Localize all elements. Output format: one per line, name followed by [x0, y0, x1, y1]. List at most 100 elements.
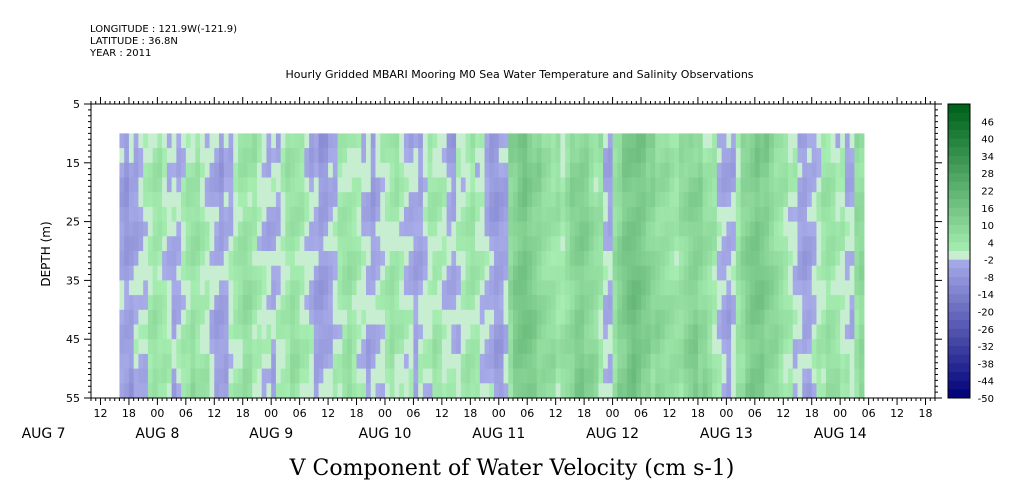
heatmap-cell: [674, 221, 680, 237]
heatmap-cell: [252, 353, 258, 370]
heatmap-cell: [750, 148, 756, 164]
heatmap-cell: [636, 280, 642, 296]
heatmap-cell: [337, 133, 343, 149]
heatmap-cell: [209, 236, 215, 252]
heatmap-cell: [522, 265, 528, 281]
heatmap-cell: [503, 221, 509, 237]
heatmap-cell: [356, 192, 362, 208]
heatmap-cell: [750, 236, 756, 252]
heatmap-cell: [844, 295, 851, 311]
heatmap-cell: [560, 383, 566, 399]
heatmap-cell: [328, 251, 334, 267]
heatmap-cell: [233, 309, 239, 326]
heatmap-cell: [441, 265, 448, 281]
heatmap-cell: [745, 221, 751, 237]
heatmap-cell: [328, 236, 334, 252]
heatmap-cell: [759, 133, 765, 149]
heatmap-cell: [574, 353, 580, 370]
heatmap-cell: [408, 148, 415, 164]
heatmap-cell: [209, 383, 215, 399]
heatmap-cell: [465, 324, 471, 340]
heatmap-cell: [247, 309, 253, 326]
heatmap-cell: [811, 251, 818, 267]
heatmap-cell: [266, 133, 272, 149]
heatmap-cell: [413, 309, 419, 326]
heatmap-cell: [603, 280, 609, 296]
heatmap-cell: [598, 192, 604, 208]
heatmap-cell: [171, 221, 177, 237]
heatmap-cell: [389, 206, 396, 223]
heatmap-cell: [555, 251, 562, 267]
heatmap-cell: [418, 324, 424, 340]
x-day-label: AUG 10: [359, 426, 412, 442]
heatmap-cell: [769, 324, 775, 340]
heatmap-cell: [318, 309, 324, 326]
heatmap-cell: [403, 236, 410, 252]
heatmap-cell: [119, 251, 125, 267]
heatmap-cell: [650, 280, 656, 296]
heatmap-cell: [403, 206, 410, 223]
heatmap-cell: [816, 251, 822, 267]
heatmap-cell: [655, 251, 661, 267]
heatmap-cell: [223, 251, 230, 267]
heatmap-cell: [494, 353, 500, 370]
heatmap-cell: [626, 324, 633, 340]
heatmap-cell: [356, 162, 362, 179]
heatmap-cell: [313, 148, 320, 164]
heatmap-cell: [859, 368, 865, 384]
heatmap-cell: [664, 295, 671, 311]
heatmap-cell: [588, 251, 595, 267]
heatmap-cell: [252, 265, 258, 281]
heatmap-cell: [821, 280, 827, 296]
heatmap-cell: [242, 206, 249, 223]
heatmap-cell: [347, 221, 353, 237]
heatmap-cell: [598, 339, 604, 355]
heatmap-cell: [209, 353, 215, 370]
heatmap-cell: [427, 339, 433, 355]
heatmap-cell: [513, 251, 519, 267]
heatmap-cell: [143, 133, 149, 149]
heatmap-cell: [176, 383, 182, 399]
heatmap-cell: [764, 353, 770, 370]
heatmap-cell: [441, 368, 448, 384]
heatmap-cell: [816, 265, 822, 281]
heatmap-cell: [806, 309, 813, 326]
heatmap-cell: [124, 162, 130, 179]
heatmap-cell: [304, 206, 310, 223]
heatmap-cell: [237, 221, 244, 237]
heatmap-cell: [181, 339, 187, 355]
x-hour-tick-label: 06: [293, 407, 307, 420]
heatmap-cell: [299, 368, 305, 384]
heatmap-cell: [332, 236, 339, 252]
colorbar-segment: [948, 233, 970, 243]
heatmap-cell: [237, 192, 244, 208]
heatmap-cell: [584, 162, 590, 179]
heatmap-cell: [128, 353, 135, 370]
heatmap-cell: [612, 280, 618, 296]
heatmap-cell: [811, 133, 818, 149]
heatmap-cell: [152, 280, 158, 296]
heatmap-cell: [313, 133, 320, 149]
heatmap-cell: [427, 192, 433, 208]
heatmap-cell: [788, 280, 794, 296]
heatmap-cell: [721, 383, 727, 399]
heatmap-cell: [285, 192, 291, 208]
heatmap-cell: [721, 148, 727, 164]
heatmap-cell: [290, 324, 296, 340]
heatmap-cell: [403, 251, 410, 267]
heatmap-cell: [617, 339, 623, 355]
heatmap-cell: [726, 295, 732, 311]
heatmap-cell: [641, 192, 647, 208]
colorbar-segment: [948, 285, 970, 295]
heatmap-cell: [593, 236, 599, 252]
heatmap-cell: [645, 133, 652, 149]
heatmap-cell: [759, 353, 765, 370]
colorbar-segment: [948, 225, 970, 235]
heatmap-cell: [470, 206, 476, 223]
heatmap-cell: [489, 324, 495, 340]
heatmap-cell: [769, 295, 775, 311]
heatmap-cell: [593, 221, 599, 237]
heatmap-cell: [712, 236, 718, 252]
heatmap-cell: [147, 353, 154, 370]
heatmap-cell: [237, 177, 244, 193]
